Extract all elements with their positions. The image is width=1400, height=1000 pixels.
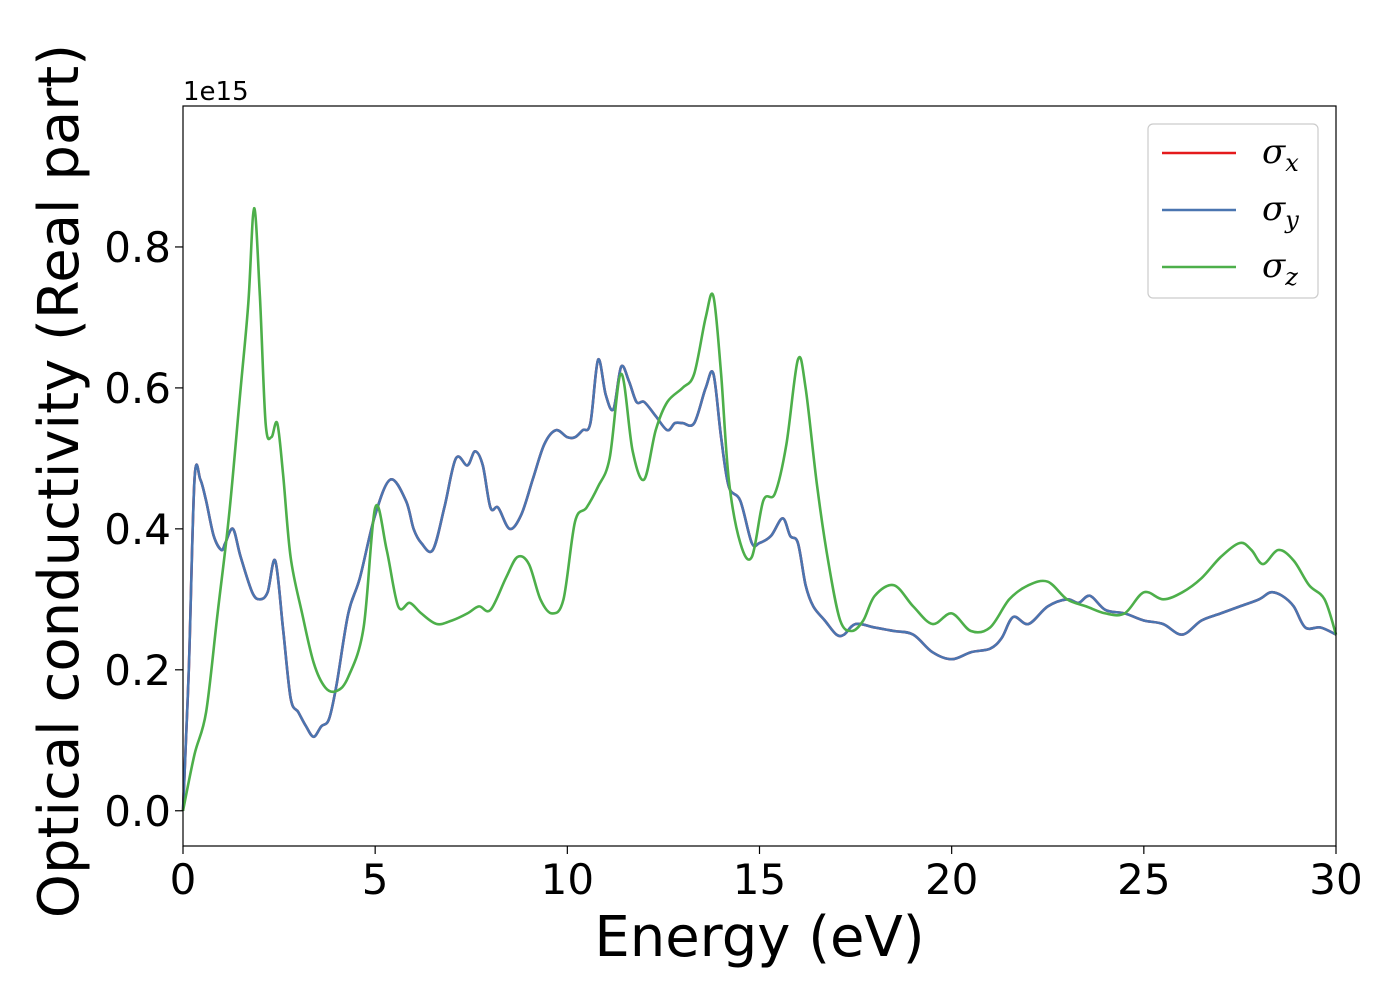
- y-tick-label: 0.0: [104, 787, 171, 836]
- x-tick-label: 20: [925, 855, 978, 904]
- x-axis-label: Energy (eV): [594, 905, 924, 970]
- y-axis-offset-label: 1e15: [183, 77, 249, 107]
- y-tick-label: 0.6: [104, 364, 171, 413]
- x-tick-label: 30: [1309, 855, 1362, 904]
- series-line-x: [181, 358, 1337, 811]
- y-tick-label: 0.8: [104, 223, 171, 272]
- series-line-y: [181, 358, 1337, 811]
- y-axis-ticks: 0.0 0.2 0.4 0.6 0.8: [104, 223, 183, 836]
- x-tick-label: 5: [362, 855, 389, 904]
- y-tick-label: 0.4: [104, 505, 171, 554]
- x-tick-label: 10: [541, 855, 594, 904]
- series-lines: [181, 206, 1338, 812]
- legend-label-y: σy: [1262, 189, 1299, 234]
- x-tick-label: 25: [1117, 855, 1170, 904]
- series-line-z: [181, 206, 1338, 812]
- legend-label-x: σx: [1262, 132, 1299, 177]
- y-axis-label: Optical conductivity (Real part): [27, 44, 92, 918]
- y-tick-label: 0.2: [104, 646, 171, 695]
- x-tick-label: 0: [170, 855, 197, 904]
- x-tick-label: 15: [733, 855, 786, 904]
- x-axis-ticks: 0 5 10 15 20 25 30: [170, 846, 1363, 904]
